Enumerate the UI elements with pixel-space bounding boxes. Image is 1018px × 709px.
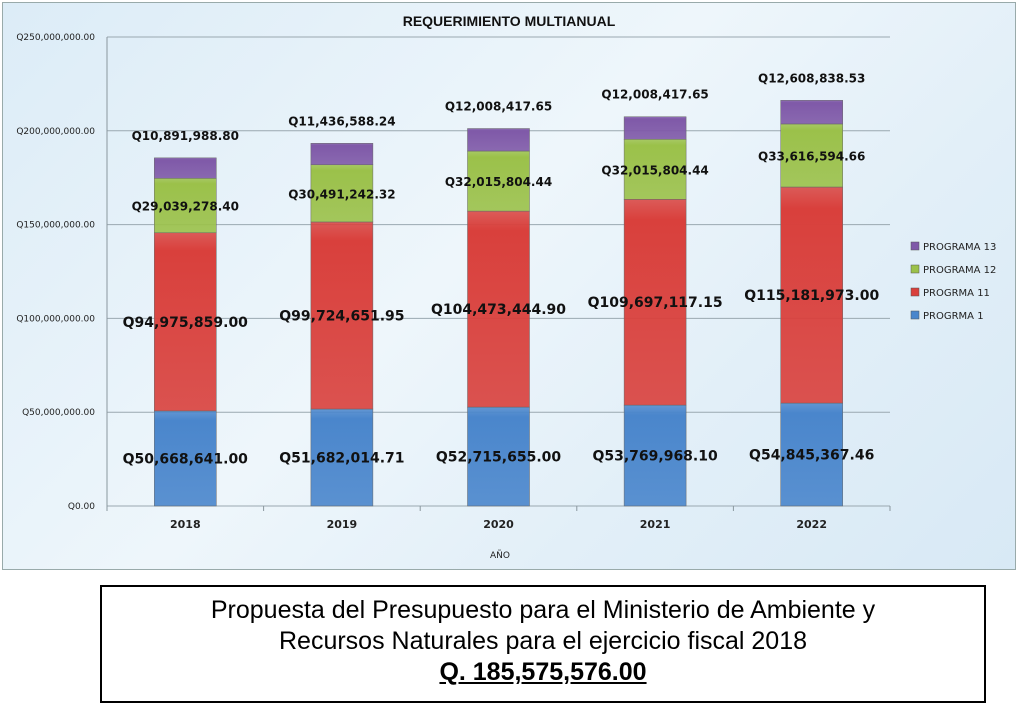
bar-segment-progrma-11 <box>310 221 374 410</box>
bar-segment-programa-12 <box>467 150 530 212</box>
bar-segment-progrma-1 <box>154 410 217 507</box>
data-label: Q104,473,444.90 <box>431 302 566 318</box>
data-label: Q12,008,417.65 <box>601 88 708 102</box>
data-label: Q54,845,367.46 <box>749 448 874 464</box>
y-tick-label: Q50,000,000.00 <box>22 408 95 418</box>
data-label: Q29,039,278.40 <box>132 200 239 214</box>
x-tick-label: 2020 <box>483 518 514 531</box>
bar-segment-programa-12 <box>623 139 687 200</box>
y-tick-label: Q200,000,000.00 <box>16 127 95 137</box>
data-label: Q11,436,588.24 <box>288 114 395 128</box>
legend-label: PROGRAMA 13 <box>923 242 996 253</box>
data-label: Q52,715,655.00 <box>436 450 562 466</box>
bar-segment-progrma-11 <box>154 232 217 412</box>
bar-segment-programa-13 <box>154 157 217 179</box>
data-label: Q109,697,117.15 <box>588 295 723 311</box>
data-label: Q50,668,641.00 <box>123 451 249 467</box>
legend-swatch <box>910 287 920 297</box>
data-label: Q33,616,594.66 <box>758 149 865 163</box>
caption-line-2: Recursos Naturales para el ejercicio fis… <box>278 627 808 655</box>
y-tick-label: Q250,000,000.00 <box>16 33 95 43</box>
bar-segment-progrma-11 <box>467 210 530 408</box>
bar-segment-programa-13 <box>310 143 374 166</box>
stacked-bar-chart: REQUERIMIENTO MULTIANUAL Q0.00 Q50,000,000… <box>16 13 996 561</box>
data-label: Q30,491,242.32 <box>288 187 395 201</box>
caption-total: Q. 185,575,576.00 <box>439 658 647 686</box>
bar-segment-programa-13 <box>467 128 530 152</box>
data-label: Q115,181,973.00 <box>744 288 879 304</box>
x-tick-label: 2018 <box>170 518 201 531</box>
budget-caption: Propuesta del Presupuesto para el Minist… <box>100 585 986 703</box>
bar-segment-programa-13 <box>780 100 843 125</box>
bar-segment-progrma-1 <box>310 408 374 507</box>
bar-segment-progrma-11 <box>623 199 687 406</box>
bar-segment-programa-13 <box>623 116 687 140</box>
data-label: Q12,008,417.65 <box>445 100 552 114</box>
x-tick-label: 2019 <box>327 518 358 531</box>
data-label: Q94,975,859.00 <box>123 315 249 331</box>
legend-swatch <box>910 310 920 320</box>
caption-line-1: Propuesta del Presupuesto para el Minist… <box>210 596 876 624</box>
bar-segment-programa-12 <box>154 178 217 234</box>
x-axis-title: AÑO <box>490 550 510 561</box>
data-label: Q53,769,968.10 <box>592 449 718 465</box>
legend-label: PROGRMA 1 <box>923 311 984 322</box>
bar-segment-progrma-1 <box>780 402 843 507</box>
chart-title: REQUERIMIENTO MULTIANUAL <box>403 13 616 29</box>
legend-label: PROGRAMA 12 <box>923 265 996 276</box>
y-tick-label: Q0.00 <box>68 502 95 512</box>
x-tick-label: 2022 <box>796 518 827 531</box>
bar-segment-progrma-1 <box>467 406 530 507</box>
data-label: Q10,891,988.80 <box>132 129 239 143</box>
bar-segment-programa-12 <box>310 164 374 223</box>
y-tick-label: Q150,000,000.00 <box>16 221 95 231</box>
data-label: Q99,724,651.95 <box>279 309 404 325</box>
legend-label: PROGRMA 11 <box>923 288 990 299</box>
data-label: Q32,015,804.44 <box>601 163 708 177</box>
data-label: Q51,682,014.71 <box>279 451 404 467</box>
bar-segment-progrma-11 <box>780 186 843 404</box>
bar-segment-programa-12 <box>780 123 843 188</box>
data-label: Q12,608,838.53 <box>758 71 865 85</box>
legend-swatch <box>910 241 920 251</box>
x-tick-label: 2021 <box>640 518 671 531</box>
data-label: Q32,015,804.44 <box>445 175 552 189</box>
legend-swatch <box>910 264 920 274</box>
y-tick-label: Q100,000,000.00 <box>16 314 95 324</box>
